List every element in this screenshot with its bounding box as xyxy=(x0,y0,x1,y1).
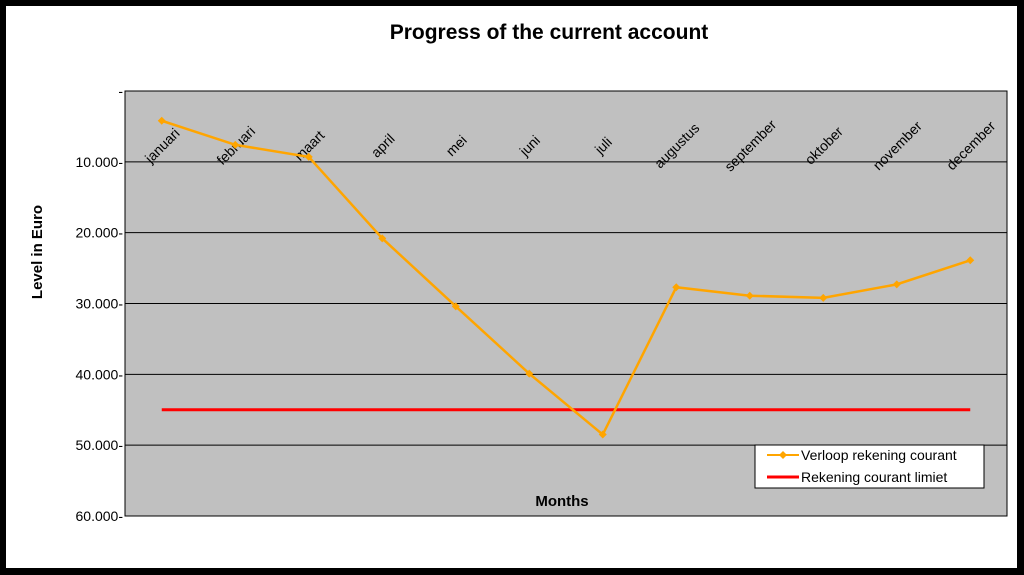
chart-title: Progress of the current account xyxy=(390,21,709,44)
legend-label-limiet: Rekening courant limiet xyxy=(801,469,947,485)
legend-marker-verloop xyxy=(779,451,787,459)
y-tick-label: 60.000- xyxy=(76,508,124,524)
line-chart: Progress of the current account - 10.000-… xyxy=(29,21,1008,524)
data-point xyxy=(672,283,681,292)
data-point xyxy=(745,291,754,300)
y-tick-label: 50.000- xyxy=(76,437,124,453)
y-tick-label: 40.000- xyxy=(76,366,124,382)
legend-box xyxy=(754,444,985,489)
y-tick-label: - xyxy=(118,83,123,99)
data-point xyxy=(378,234,387,243)
y-tick-label: 10.000- xyxy=(76,154,124,170)
y-tick-label: 30.000- xyxy=(76,296,124,312)
x-axis-title: Months xyxy=(535,493,588,510)
data-point xyxy=(966,256,975,265)
y-axis-ticks: - 10.000- 20.000- 30.000- 40.000- 50.000- 60.0… xyxy=(76,83,124,524)
y-axis-title: Level in Euro xyxy=(29,205,46,299)
data-point xyxy=(451,302,460,311)
data-point xyxy=(598,430,607,439)
data-point xyxy=(157,116,166,125)
data-point xyxy=(304,152,313,161)
chart-frame: Progress of the current account - 10.000-… xyxy=(6,6,1017,568)
data-point xyxy=(231,140,240,149)
data-point xyxy=(819,293,828,302)
legend: Verloop rekening courant Rekening couran… xyxy=(754,444,985,489)
data-point xyxy=(525,369,534,378)
series-line-verloop xyxy=(161,119,971,437)
legend-label-verloop: Verloop rekening courant xyxy=(801,447,957,463)
data-point xyxy=(892,280,901,289)
y-tick-label: 20.000- xyxy=(76,225,124,241)
series-layer xyxy=(157,116,975,439)
